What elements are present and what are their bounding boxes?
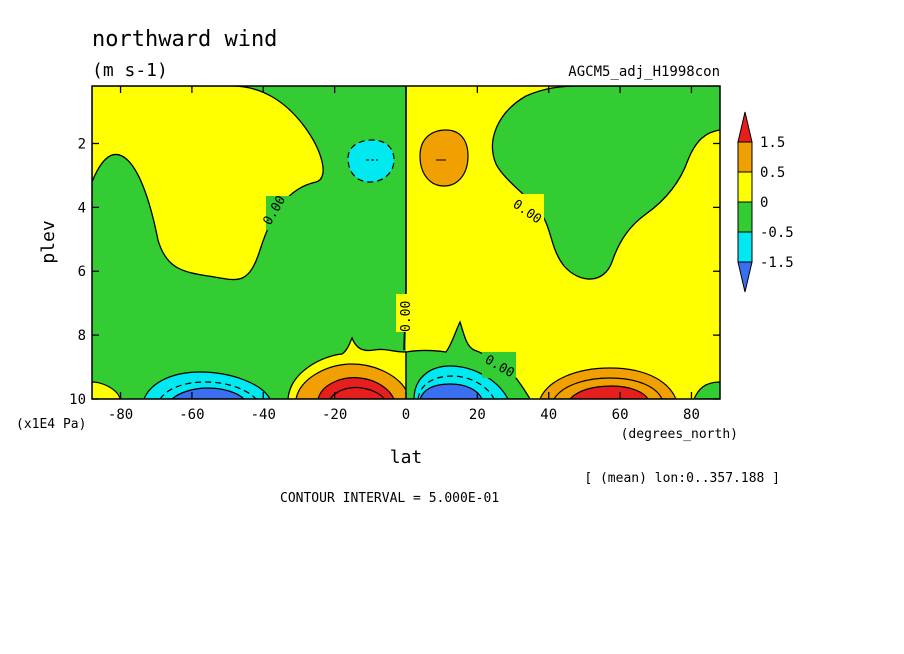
field-north-blue [419,383,483,399]
x-tick-label: -80 [108,407,133,423]
field-south-blue [171,387,245,399]
y-tick-label: 8 [78,328,86,344]
field-north-upper-negative [491,86,720,280]
colorbar-box [737,201,753,233]
field-north-pole-negative [693,381,720,399]
y-tick-label: 2 [78,136,86,152]
field-south-red-inner [329,386,385,399]
x-tick-label: 0 [402,407,410,423]
y-tick-label: 10 [69,392,86,408]
colorbar-label: 0 [760,195,768,211]
contour-label-bg-1 [266,196,298,230]
field-north-red [569,385,649,399]
colorbar-box [737,141,753,173]
contour-label-bg-2 [510,194,544,224]
x-tick-label: -20 [322,407,347,423]
colorbar-label: -1.5 [760,255,794,271]
field-south-cyan [143,371,271,399]
contour-field [92,86,720,399]
x-units-label: (degrees_north) [621,427,738,442]
colorbar-label: -0.5 [760,225,794,241]
contour-label-bg-3 [396,294,414,332]
colorbar-label: 1.5 [760,135,785,151]
contour-label-equator: 0.00 [399,301,414,332]
field-upper-orange [419,129,469,187]
y-tick-label: 4 [78,200,86,216]
colorbar-arrow-top [737,111,753,143]
field-north-contour [553,377,663,399]
units-label: (m s-1) [92,60,168,81]
colorbar-label: 0.5 [760,165,785,181]
x-axis: -80 -60 -40 -20 0 20 40 60 80 [108,86,700,423]
field-north-orange [539,367,677,399]
y-units-label: (x1E4 Pa) [16,417,86,432]
colorbar: 1.5 0.5 0 -0.5 -1.5 [737,111,794,293]
field-north-dashed [417,375,495,399]
x-axis-label: lat [390,447,423,468]
contour-interval: CONTOUR INTERVAL = 5.000E-01 [280,491,499,506]
x-tick-label: 80 [683,407,700,423]
x-tick-label: 60 [612,407,629,423]
dataset-label: AGCM5_adj_H1998con [568,64,720,80]
field-south-red [317,377,395,399]
x-tick-label: 40 [540,407,557,423]
y-tick-label: 6 [78,264,86,280]
colorbar-box [737,171,753,203]
field-south-dashed [159,381,257,399]
y-axis-label: plev [38,220,59,263]
colorbar-box [737,231,753,263]
x-tick-label: -60 [179,407,204,423]
field-upper-cyan [347,139,395,183]
field-south-upper-positive [92,86,324,281]
contour-label-bg-4 [482,352,516,378]
colorbar-arrow-bottom [737,261,753,293]
mean-note: [ (mean) lon:0..357.188 ] [584,471,780,486]
x-tick-label: 20 [469,407,486,423]
chart-title: northward wind [92,27,277,52]
y-axis: 2 4 6 8 10 [69,136,720,408]
x-tick-label: -40 [251,407,276,423]
